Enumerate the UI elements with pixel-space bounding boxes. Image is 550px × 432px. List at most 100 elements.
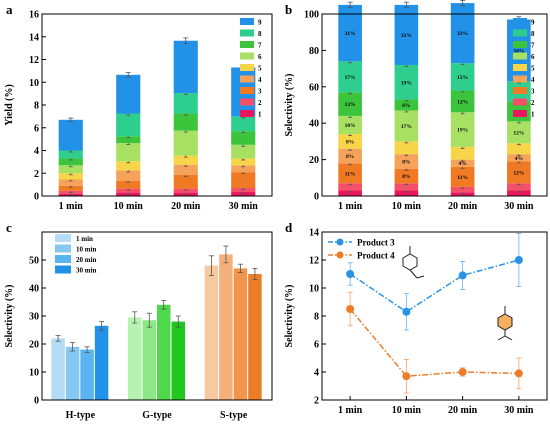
bar-segment-4 bbox=[338, 148, 362, 164]
panel-d-chart: 2 4 6 8 10 12 14 Selectivity (%) 1 min 10 min 20 m… bbox=[284, 228, 548, 416]
legend-swatch bbox=[513, 110, 527, 117]
bar-segment-8 bbox=[58, 150, 83, 159]
data-label: 33% bbox=[457, 31, 468, 37]
bar-10-min bbox=[142, 320, 156, 400]
bar-segment-8 bbox=[394, 64, 419, 100]
y-tick-label: 10 bbox=[29, 78, 39, 89]
bar-segment-3 bbox=[58, 185, 83, 191]
legend-swatch bbox=[240, 41, 254, 48]
y-tick-label: 4 bbox=[314, 368, 319, 379]
legend-swatch bbox=[240, 29, 254, 37]
data-label: 34% bbox=[513, 48, 524, 54]
y-tick-label: 2 bbox=[34, 169, 39, 180]
bar-segment-4 bbox=[394, 154, 419, 169]
bar-segment-2 bbox=[394, 183, 419, 191]
bar-segment-1 bbox=[338, 190, 362, 196]
legend-label: 2 bbox=[258, 99, 262, 107]
bar-segment-1 bbox=[507, 190, 531, 196]
bar-segment-2 bbox=[231, 188, 256, 193]
x-tick-label: 20 min bbox=[171, 201, 201, 212]
y-tick-label: 40 bbox=[309, 119, 319, 130]
data-label: 8% bbox=[346, 154, 354, 160]
legend-swatch bbox=[513, 98, 527, 106]
legend-label: 3 bbox=[258, 88, 262, 96]
legend-swatch bbox=[55, 265, 71, 274]
x-tick-label: H-type bbox=[66, 410, 96, 421]
legend-label: 3 bbox=[531, 88, 535, 96]
x-tick-label: S-type bbox=[220, 410, 248, 421]
legend-label: 4 bbox=[531, 76, 535, 84]
legend-label: 6 bbox=[258, 53, 262, 61]
data-label: 31% bbox=[345, 31, 356, 37]
bar-segment-9 bbox=[116, 74, 141, 114]
bar-segment-4 bbox=[450, 159, 475, 167]
legend-swatch bbox=[55, 244, 71, 253]
plot-frame bbox=[321, 231, 548, 401]
y-tick-label: 0 bbox=[314, 192, 319, 203]
legend-swatch bbox=[55, 234, 71, 242]
molecule-structure-4 bbox=[497, 306, 513, 341]
bar-20-min bbox=[157, 304, 171, 400]
legend-marker bbox=[336, 251, 344, 259]
data-label: 12% bbox=[457, 99, 468, 105]
bar-segment-3 bbox=[394, 168, 419, 184]
x-tick-label: 1 min bbox=[59, 201, 84, 212]
svg-text:d: d bbox=[285, 220, 293, 235]
legend-swatch bbox=[513, 87, 527, 94]
legend-label: 9 bbox=[531, 19, 535, 27]
x-tick-label: 20 min bbox=[448, 201, 478, 212]
y-axis-label: Selectivity (%) bbox=[284, 284, 295, 347]
x-tick-label: 30 min bbox=[504, 201, 534, 212]
legend-marker bbox=[336, 238, 344, 246]
legend-swatch bbox=[513, 52, 527, 60]
data-label: 6% bbox=[402, 103, 410, 109]
bar-segment-2 bbox=[338, 183, 362, 191]
bar-segment-7 bbox=[58, 158, 83, 166]
panel-c-chart: 0 10 20 30 40 50 Selectivity (%) H-type G-type S-… bbox=[4, 231, 273, 421]
legend-swatch bbox=[240, 87, 254, 94]
bar-segment-4 bbox=[231, 165, 256, 173]
svg-text:c: c bbox=[6, 220, 12, 235]
bar-segment-1 bbox=[394, 190, 419, 196]
legend-swatch bbox=[513, 64, 527, 71]
y-tick-label: 4 bbox=[34, 146, 39, 157]
bar-segment-7 bbox=[394, 99, 419, 111]
svg-text:a: a bbox=[6, 2, 13, 17]
legend-swatch bbox=[513, 18, 527, 25]
x-tick-label: 30 min bbox=[504, 405, 534, 416]
legend-swatch bbox=[240, 98, 254, 106]
data-label: 17% bbox=[401, 124, 412, 130]
x-tick-label: 20 min bbox=[448, 405, 478, 416]
bar-segment-7 bbox=[338, 92, 362, 116]
bar-segment-5 bbox=[338, 134, 362, 149]
bar-segment-7 bbox=[173, 113, 198, 131]
bar-segment-5 bbox=[173, 155, 198, 165]
x-tick-label: 1 min bbox=[338, 405, 363, 416]
bar-segment-9 bbox=[338, 4, 362, 62]
y-tick-label: 0 bbox=[34, 396, 39, 407]
bar-30-min bbox=[171, 321, 185, 400]
legend-label: 2 bbox=[531, 99, 535, 107]
bar-segment-2 bbox=[450, 186, 475, 193]
legend-swatch bbox=[240, 110, 254, 117]
y-tick-label: 10 bbox=[309, 284, 319, 295]
y-tick-label: 80 bbox=[309, 46, 319, 57]
bar-1-min bbox=[128, 317, 142, 400]
panel-b-chart: 0 20 40 60 80 100 Selectivity (%) 11% 8% 8% 10% 13%… bbox=[284, 0, 548, 212]
y-tick-label: 100 bbox=[304, 10, 319, 21]
y-tick-label: 12 bbox=[29, 55, 39, 66]
data-label: 12% bbox=[513, 130, 524, 136]
legend-label: 6 bbox=[531, 53, 535, 61]
x-tick-label: 30 min bbox=[229, 201, 259, 212]
y-tick-label: 8 bbox=[34, 101, 39, 112]
data-label: 8% bbox=[402, 159, 410, 165]
data-label: 13% bbox=[345, 102, 356, 108]
bar-segment-5 bbox=[394, 141, 419, 155]
bar-segment-3 bbox=[173, 174, 198, 189]
data-label: 11% bbox=[345, 171, 356, 177]
bar-segment-4 bbox=[173, 164, 198, 175]
data-label: 10% bbox=[345, 123, 356, 129]
legend-label: 20 min bbox=[76, 256, 97, 264]
bar-segment-6 bbox=[394, 110, 419, 142]
bond bbox=[416, 275, 425, 279]
